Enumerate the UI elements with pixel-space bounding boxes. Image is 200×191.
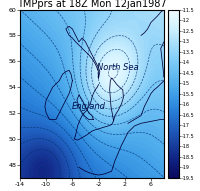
Text: North Sea: North Sea — [97, 63, 139, 72]
Text: England: England — [72, 102, 106, 111]
Title: TMPprs at 18Z Mon 12jan1987: TMPprs at 18Z Mon 12jan1987 — [17, 0, 167, 9]
